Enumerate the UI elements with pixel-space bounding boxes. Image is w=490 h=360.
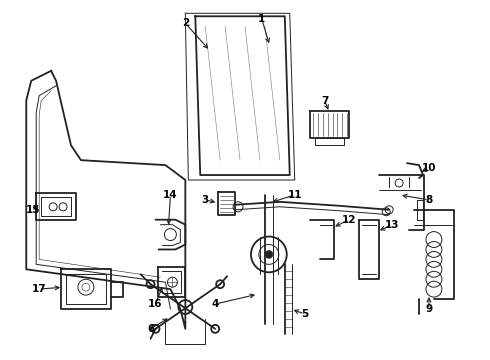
Circle shape xyxy=(251,237,287,272)
Text: 14: 14 xyxy=(163,190,178,200)
Text: 17: 17 xyxy=(32,284,47,294)
Text: 4: 4 xyxy=(212,299,219,309)
Text: 3: 3 xyxy=(201,195,209,205)
Circle shape xyxy=(147,280,154,288)
Text: 6: 6 xyxy=(147,324,154,334)
Text: 12: 12 xyxy=(342,215,357,225)
Text: 7: 7 xyxy=(321,96,328,105)
Text: 15: 15 xyxy=(26,205,41,215)
Text: 10: 10 xyxy=(422,163,436,173)
Text: 9: 9 xyxy=(425,304,433,314)
Text: 13: 13 xyxy=(385,220,399,230)
Text: 16: 16 xyxy=(148,299,163,309)
Circle shape xyxy=(151,325,159,333)
Text: 1: 1 xyxy=(258,14,266,24)
Circle shape xyxy=(265,251,273,258)
Text: 5: 5 xyxy=(301,309,308,319)
Circle shape xyxy=(178,300,192,314)
Circle shape xyxy=(216,280,224,288)
Text: 11: 11 xyxy=(288,190,302,200)
Circle shape xyxy=(211,325,219,333)
Text: 8: 8 xyxy=(425,195,433,205)
Text: 2: 2 xyxy=(182,18,189,28)
